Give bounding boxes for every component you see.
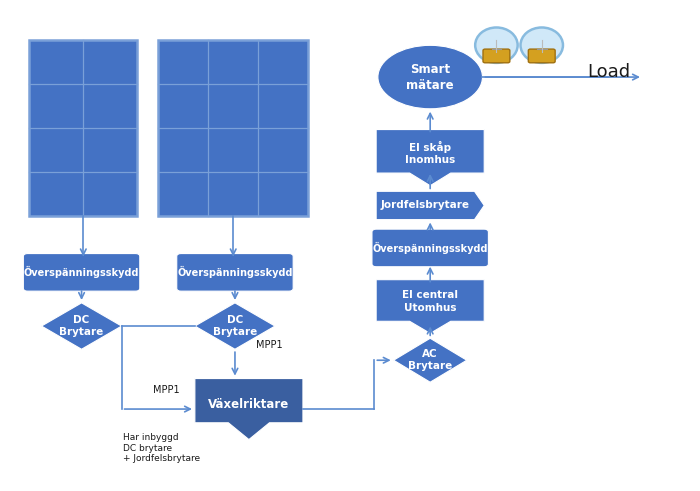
Polygon shape <box>393 338 467 382</box>
FancyBboxPatch shape <box>483 49 510 63</box>
FancyBboxPatch shape <box>176 253 293 291</box>
Text: DC
Brytare: DC Brytare <box>213 315 257 337</box>
Text: Har inbyggd
DC brytare
+ Jordfelsbrytare: Har inbyggd DC brytare + Jordfelsbrytare <box>123 434 200 464</box>
Text: DC
Brytare: DC Brytare <box>60 315 104 337</box>
Polygon shape <box>376 280 484 333</box>
Text: AC
Brytare: AC Brytare <box>408 349 452 371</box>
Text: El skåp
Inomhus: El skåp Inomhus <box>405 140 455 165</box>
Ellipse shape <box>475 27 517 63</box>
Polygon shape <box>376 191 484 219</box>
Text: Överspänningsskydd: Överspänningsskydd <box>177 266 293 278</box>
Polygon shape <box>195 303 275 349</box>
Text: Smart
mätare: Smart mätare <box>407 62 454 91</box>
Text: Överspänningsskydd: Överspänningsskydd <box>24 266 139 278</box>
Polygon shape <box>41 303 122 349</box>
FancyBboxPatch shape <box>23 253 140 291</box>
Bar <box>158 40 308 216</box>
Text: Växelriktare: Växelriktare <box>209 398 290 410</box>
FancyBboxPatch shape <box>528 49 555 63</box>
Text: Jordfelsbrytare: Jordfelsbrytare <box>381 200 470 211</box>
FancyBboxPatch shape <box>372 229 489 267</box>
Ellipse shape <box>378 45 482 109</box>
Text: El central
Utomhus: El central Utomhus <box>402 291 458 313</box>
Text: MPP1: MPP1 <box>256 340 283 351</box>
Text: Load: Load <box>587 63 630 81</box>
Polygon shape <box>376 130 484 186</box>
Ellipse shape <box>521 27 563 63</box>
Text: Överspänningsskydd: Överspänningsskydd <box>372 242 488 254</box>
Polygon shape <box>195 379 303 439</box>
Text: MPP1: MPP1 <box>153 384 179 395</box>
Bar <box>29 40 137 216</box>
